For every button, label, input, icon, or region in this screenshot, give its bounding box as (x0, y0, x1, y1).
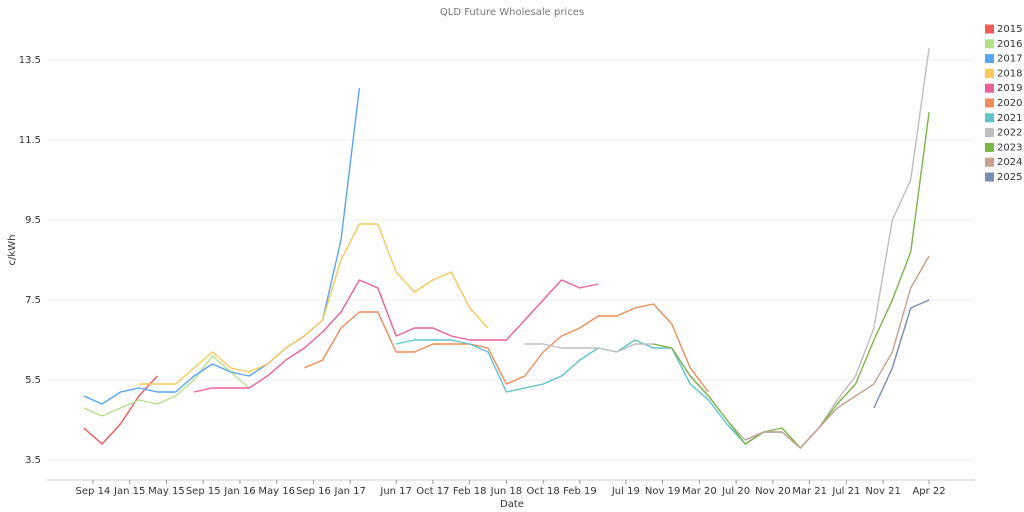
x-tick-label: Sep 15 (186, 486, 221, 497)
x-tick-label: Jul 20 (721, 486, 750, 497)
legend-swatch (985, 68, 994, 78)
y-tick-label: 3.5 (25, 455, 41, 466)
x-tick-label: Apr 22 (912, 486, 945, 497)
series-line (83, 355, 250, 417)
x-tick-label: Oct 18 (527, 486, 560, 497)
x-tick-label: Feb 18 (453, 486, 487, 497)
series-line (138, 223, 489, 385)
legend-label: 2019 (997, 83, 1022, 94)
y-tick-label: 11.5 (19, 135, 41, 146)
legend-swatch (985, 24, 994, 34)
legend-label: 2025 (997, 172, 1022, 183)
legend-swatch (985, 142, 994, 152)
legend-label: 2022 (997, 128, 1022, 139)
x-tick-label: Jan 17 (334, 486, 366, 497)
x-tick-label: Mar 21 (792, 486, 827, 497)
x-tick-label: May 16 (258, 486, 295, 497)
legend-label: 2024 (997, 157, 1022, 168)
x-tick-label: Oct 17 (416, 486, 449, 497)
legend-swatch (985, 128, 994, 138)
x-tick-label: Jun 18 (490, 486, 523, 497)
legend-label: 2017 (997, 54, 1022, 65)
x-tick-label: Jan 16 (223, 486, 255, 497)
x-tick-label: Nov 20 (755, 486, 790, 497)
x-tick-label: Jul 21 (831, 486, 860, 497)
y-tick-label: 13.5 (19, 55, 41, 66)
series-line (653, 111, 930, 449)
x-tick-label: Sep 16 (296, 486, 331, 497)
series-line (745, 255, 930, 449)
x-tick-label: Sep 14 (76, 486, 111, 497)
series-line (873, 299, 930, 409)
chart-title: QLD Future Wholesale prices (440, 7, 584, 18)
x-tick-label: Nov 19 (645, 486, 680, 497)
legend-label: 2015 (997, 24, 1022, 35)
series-line (395, 339, 782, 445)
x-tick-label: Jul 19 (611, 486, 640, 497)
x-tick-label: Jan 15 (113, 486, 145, 497)
y-tick-label: 9.5 (25, 215, 41, 226)
legend-swatch (985, 157, 994, 167)
legend-swatch (985, 54, 994, 64)
x-axis-title: Date (500, 499, 524, 510)
series-line (304, 303, 710, 393)
legend-swatch (985, 98, 994, 108)
x-tick-label: Mar 20 (682, 486, 717, 497)
legend-label: 2020 (997, 98, 1022, 109)
legend-swatch (985, 83, 994, 93)
y-tick-label: 5.5 (25, 375, 41, 386)
x-tick-label: Feb 19 (563, 486, 597, 497)
series-line (193, 279, 599, 393)
x-tick-label: Nov 21 (865, 486, 900, 497)
series-line (83, 87, 361, 405)
legend-swatch (985, 172, 994, 182)
y-axis-title: c/kWh (7, 235, 18, 266)
y-tick-label: 7.5 (25, 295, 41, 306)
series-line (83, 375, 158, 445)
legend-swatch (985, 113, 994, 123)
x-tick-label: May 15 (148, 486, 185, 497)
legend-label: 2021 (997, 113, 1022, 124)
legend-swatch (985, 39, 994, 49)
x-tick-label: Jun 17 (379, 486, 412, 497)
legend-label: 2023 (997, 142, 1022, 153)
legend-label: 2018 (997, 68, 1022, 79)
legend-label: 2016 (997, 39, 1022, 50)
